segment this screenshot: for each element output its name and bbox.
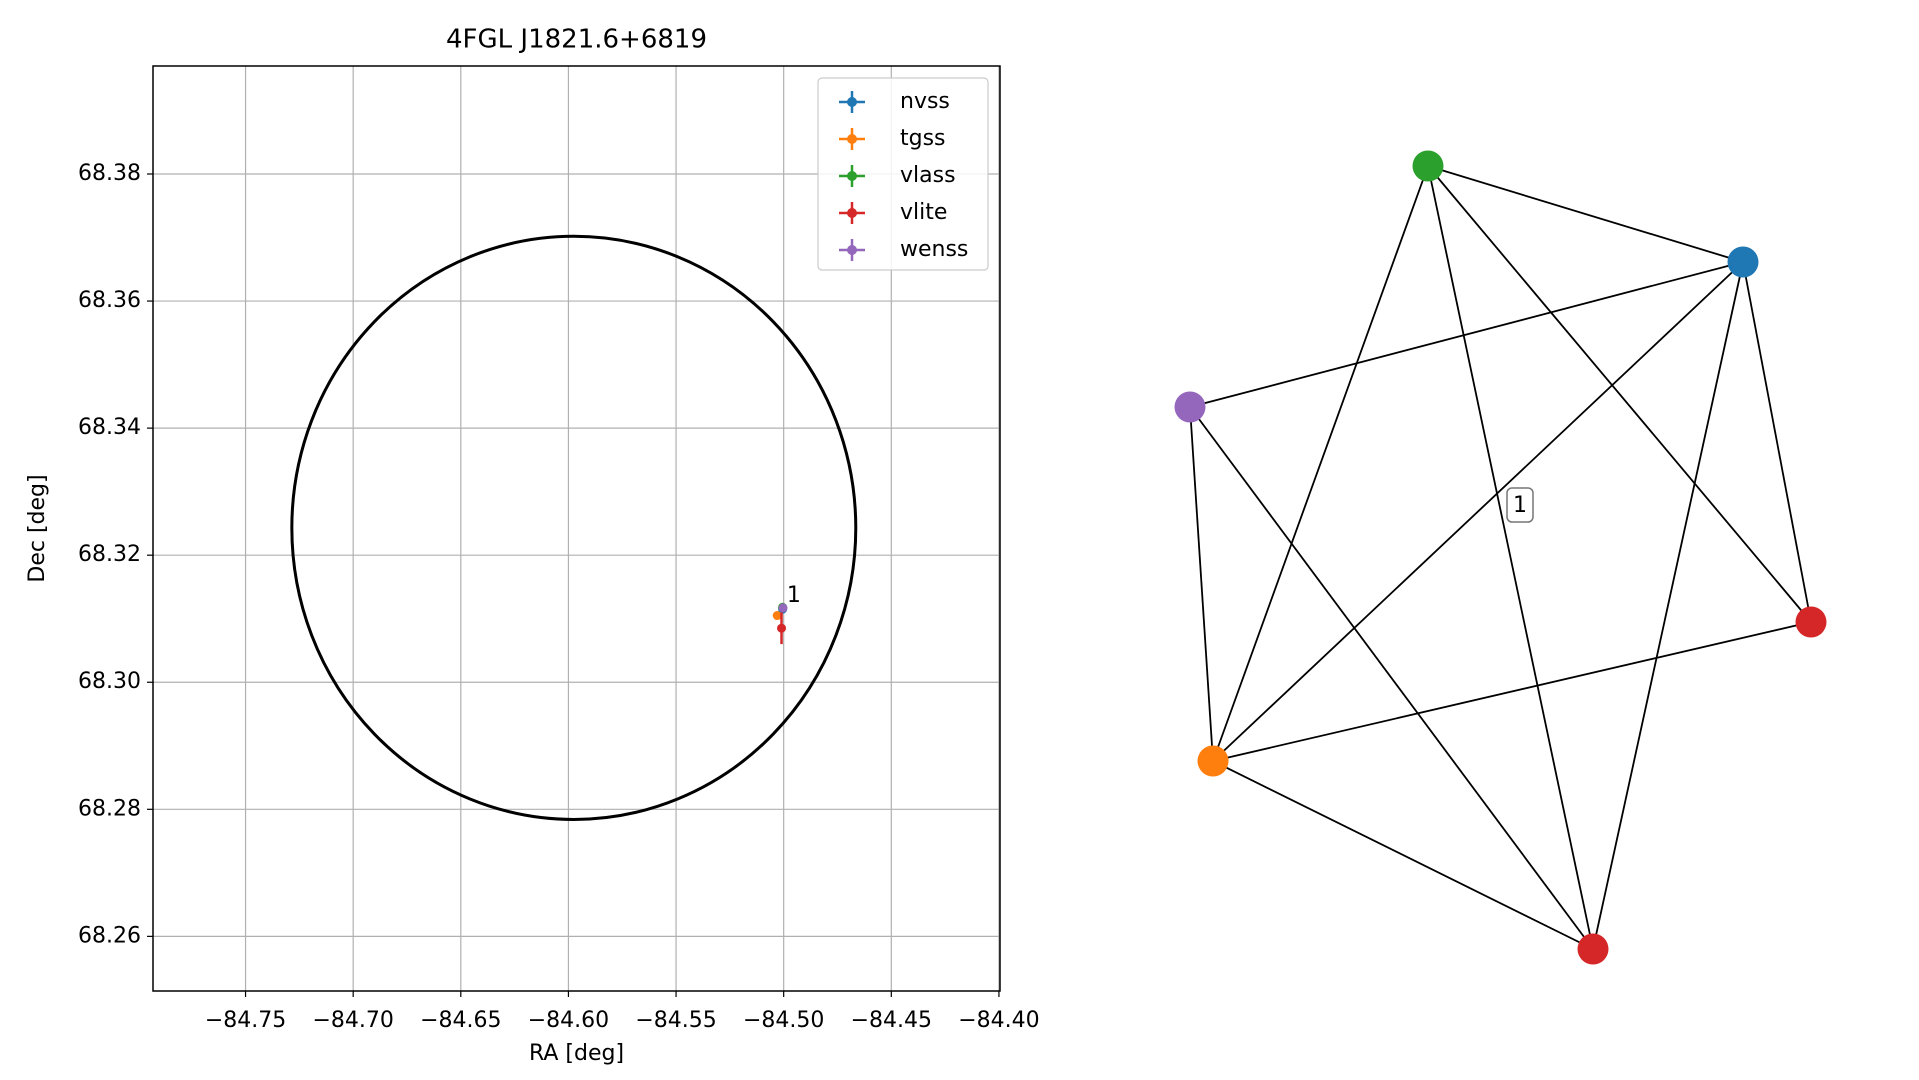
chart-title: 4FGL J1821.6+6819 — [446, 25, 707, 55]
x-tick-label: −84.40 — [958, 1008, 1039, 1033]
edge — [1212, 165, 1429, 762]
annotation: 1 — [787, 583, 801, 608]
label-box — [1506, 487, 1534, 523]
legend-marker — [847, 171, 857, 181]
edge — [1427, 165, 1744, 263]
x-tick-label: −84.65 — [420, 1008, 501, 1033]
y-axis-label: Dec [deg] — [25, 474, 50, 582]
plot-frame — [152, 65, 1001, 992]
legend-label: nvss — [900, 89, 950, 114]
edge — [1212, 760, 1594, 950]
legend-box — [817, 77, 989, 271]
edge — [1189, 261, 1744, 408]
edge — [1212, 621, 1812, 762]
x-tick-label: −84.70 — [312, 1008, 393, 1033]
edge — [1742, 261, 1812, 623]
edge — [1427, 165, 1594, 950]
x-tick-label: −84.55 — [635, 1008, 716, 1033]
point — [778, 603, 788, 613]
node — [1197, 745, 1229, 777]
y-tick-label: 68.34 — [78, 415, 141, 440]
point — [772, 611, 782, 621]
edge — [1427, 165, 1812, 623]
edge — [1189, 406, 1214, 762]
legend-label: vlite — [900, 200, 947, 225]
legend-label: vlass — [900, 163, 956, 188]
legend-label: wenss — [900, 237, 968, 262]
node — [1174, 391, 1206, 423]
x-tick-label: −84.50 — [743, 1008, 824, 1033]
legend-marker — [847, 245, 857, 255]
y-tick-label: 68.26 — [78, 923, 141, 948]
x-tick-label: −84.45 — [851, 1008, 932, 1033]
x-tick-label: −84.75 — [205, 1008, 286, 1033]
edge — [1212, 261, 1744, 762]
node — [1412, 150, 1444, 182]
point — [777, 623, 787, 633]
x-axis-label: RA [deg] — [529, 1041, 624, 1066]
legend-label: tgss — [900, 126, 946, 151]
y-tick-label: 68.32 — [78, 542, 141, 567]
y-tick-label: 68.30 — [78, 669, 141, 694]
y-tick-label: 68.38 — [78, 161, 141, 186]
y-tick-label: 68.28 — [78, 796, 141, 821]
node — [1727, 246, 1759, 278]
node — [1795, 606, 1827, 638]
error-ellipse — [290, 234, 858, 821]
graph-label: 1 — [1513, 493, 1527, 518]
edge — [1592, 261, 1744, 950]
node — [1577, 933, 1609, 965]
legend-marker — [847, 97, 857, 107]
x-tick-label: −84.60 — [528, 1008, 609, 1033]
y-tick-label: 68.36 — [78, 288, 141, 313]
legend-marker — [847, 134, 857, 144]
edge — [1189, 406, 1594, 950]
legend-marker — [847, 208, 857, 218]
